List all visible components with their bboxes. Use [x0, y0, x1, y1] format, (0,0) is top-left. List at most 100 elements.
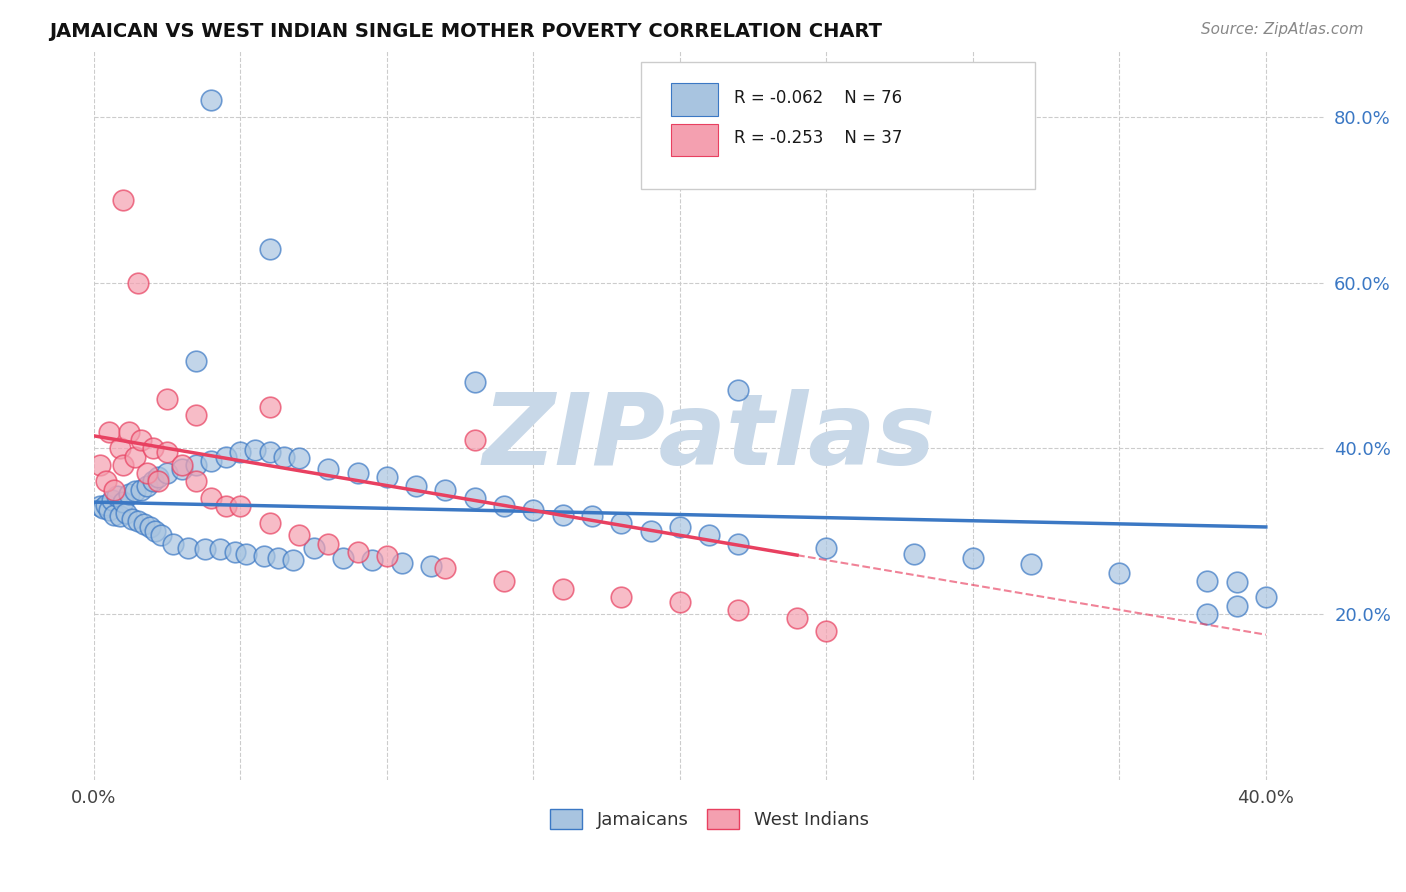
Point [259, 445, 281, 459]
Point [405, 478, 427, 492]
Point [346, 545, 368, 559]
Point [464, 433, 486, 447]
Point [610, 591, 633, 605]
Point [332, 550, 354, 565]
Point [141, 442, 163, 456]
Point [200, 491, 222, 505]
Point [419, 558, 441, 573]
Point [903, 547, 925, 561]
Point [346, 466, 368, 480]
Point [110, 509, 132, 524]
Point [669, 594, 692, 608]
Point [1108, 566, 1130, 580]
Point [551, 508, 574, 522]
Point [215, 450, 238, 464]
Point [229, 500, 252, 514]
Point [259, 516, 281, 530]
Point [464, 491, 486, 505]
Point [281, 553, 304, 567]
Point [522, 503, 544, 517]
Point [610, 516, 633, 530]
Point [110, 442, 132, 456]
Point [135, 478, 157, 492]
Point [112, 458, 135, 472]
Point [375, 549, 398, 563]
Point [103, 483, 125, 497]
Point [727, 603, 749, 617]
Point [727, 384, 749, 398]
Point [132, 517, 155, 532]
Point [186, 458, 208, 472]
Point [115, 506, 138, 520]
Point [815, 541, 838, 555]
Text: R = -0.062    N = 76: R = -0.062 N = 76 [734, 89, 901, 107]
Point [145, 524, 167, 538]
Point [150, 528, 173, 542]
Point [1197, 574, 1219, 588]
Point [127, 514, 149, 528]
Point [318, 462, 340, 476]
Point [100, 492, 122, 507]
Point [1197, 607, 1219, 621]
Point [194, 542, 217, 557]
Point [1021, 558, 1043, 572]
Point [464, 375, 486, 389]
Point [243, 442, 266, 457]
Point [208, 542, 231, 557]
Point [962, 550, 984, 565]
Point [259, 243, 281, 257]
Point [148, 470, 170, 484]
Point [288, 451, 311, 466]
Point [124, 484, 146, 499]
Point [224, 545, 246, 559]
Point [235, 547, 257, 561]
Point [1225, 575, 1247, 590]
Point [640, 524, 662, 538]
Point [391, 556, 413, 570]
Text: JAMAICAN VS WEST INDIAN SINGLE MOTHER POVERTY CORRELATION CHART: JAMAICAN VS WEST INDIAN SINGLE MOTHER PO… [49, 22, 882, 41]
Point [186, 354, 208, 368]
Point [815, 624, 838, 638]
Point [170, 462, 193, 476]
Point [697, 528, 720, 542]
Point [91, 500, 114, 515]
Point [135, 466, 157, 480]
Point [581, 509, 603, 524]
Point [1254, 591, 1277, 605]
Point [1225, 599, 1247, 613]
FancyBboxPatch shape [641, 62, 1035, 189]
Point [118, 425, 141, 439]
Point [89, 458, 111, 472]
Point [148, 475, 170, 489]
Point [434, 483, 457, 497]
Point [259, 400, 281, 414]
Point [786, 611, 808, 625]
Point [215, 500, 238, 514]
Point [318, 536, 340, 550]
Legend: Jamaicans, West Indians: Jamaicans, West Indians [543, 802, 876, 836]
Point [112, 495, 135, 509]
Point [129, 483, 152, 497]
Point [170, 458, 193, 472]
Point [375, 470, 398, 484]
Point [229, 445, 252, 459]
Point [186, 408, 208, 422]
Point [494, 574, 516, 588]
Point [105, 489, 128, 503]
Point [129, 433, 152, 447]
Point [121, 511, 143, 525]
Point [138, 520, 160, 534]
Point [288, 528, 311, 542]
Point [141, 475, 163, 489]
Point [162, 536, 184, 550]
Point [494, 500, 516, 514]
Point [253, 549, 276, 563]
Point [97, 503, 120, 517]
Text: Source: ZipAtlas.com: Source: ZipAtlas.com [1201, 22, 1364, 37]
Point [112, 193, 135, 207]
FancyBboxPatch shape [671, 84, 718, 116]
Point [94, 498, 117, 512]
Point [434, 561, 457, 575]
Point [302, 541, 325, 555]
Text: ZIPatlas: ZIPatlas [482, 389, 936, 485]
